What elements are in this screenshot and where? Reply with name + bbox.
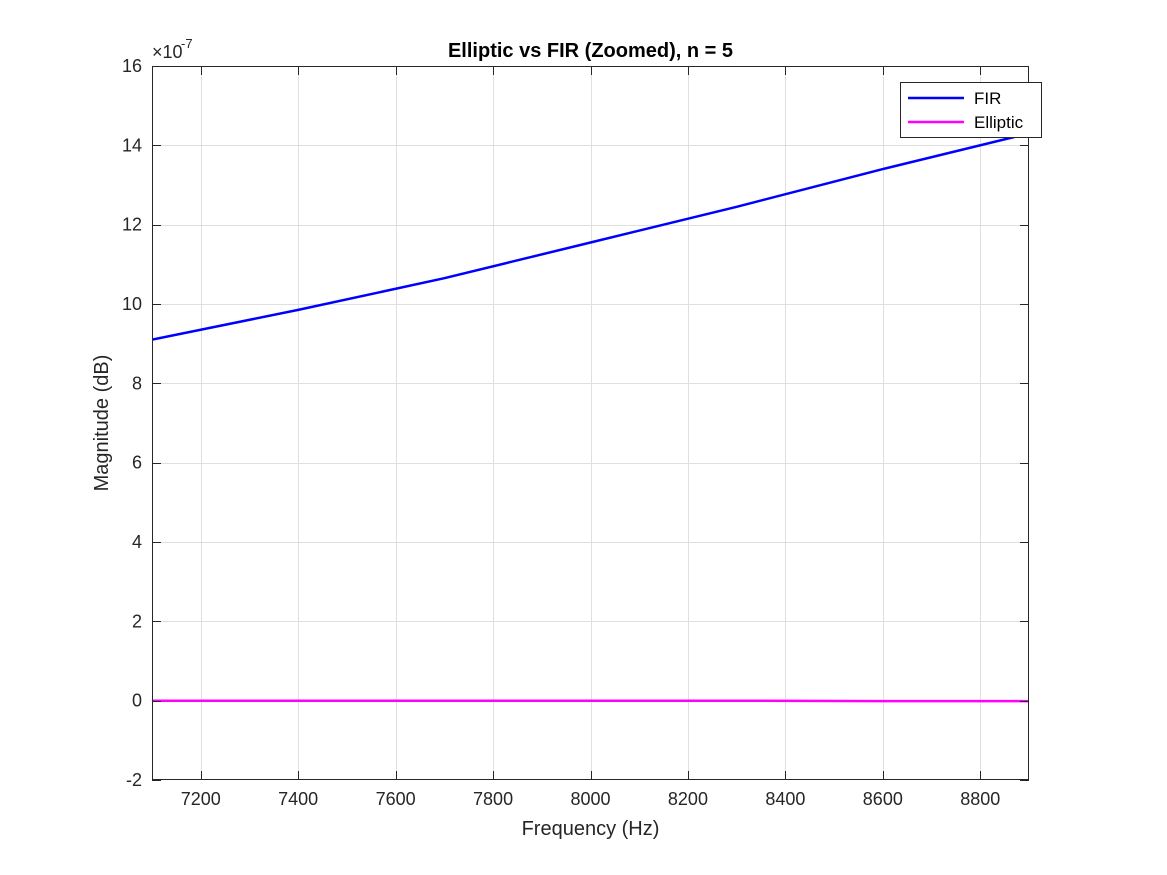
x-tick-label: 7800: [473, 789, 513, 809]
x-tick-label: 7600: [376, 789, 416, 809]
legend: FIR Elliptic: [900, 82, 1042, 138]
x-tick-label: 8600: [863, 789, 903, 809]
y-tick-label: 8: [132, 373, 142, 393]
y-tick-label: 10: [122, 294, 142, 314]
plot-area: [152, 66, 1029, 780]
legend-label-elliptic: Elliptic: [974, 113, 1024, 132]
series-layer: [152, 132, 1029, 703]
y-exponent-base: ×10: [152, 42, 183, 62]
x-tick-label: 8200: [668, 789, 708, 809]
x-tick-label: 8000: [570, 789, 610, 809]
y-tick-labels: -2 0 2 4 6 8 10 12 14 16: [122, 56, 142, 790]
y-tick-label: 6: [132, 453, 142, 473]
y-tick-label: 0: [132, 691, 142, 711]
legend-label-fir: FIR: [974, 89, 1001, 108]
x-tick-labels: 7200 7400 7600 7800 8000 8200 8400 8600 8800: [181, 789, 1001, 809]
ticks: [152, 66, 1029, 781]
axes-box: [152, 66, 1029, 780]
y-tick-label: 4: [132, 532, 142, 552]
legend-box: [900, 82, 1042, 138]
x-tick-label: 8400: [765, 789, 805, 809]
chart-title: Elliptic vs FIR (Zoomed), n = 5: [448, 40, 733, 62]
y-tick-label: 12: [122, 215, 142, 235]
y-tick-label: 14: [122, 135, 142, 155]
x-tick-label: 7400: [278, 789, 318, 809]
y-exponent-power: -7: [181, 36, 193, 51]
x-axis-label: Frequency (Hz): [522, 818, 660, 840]
x-tick-label: 7200: [181, 789, 221, 809]
y-tick-label: 2: [132, 611, 142, 631]
x-tick-label: 8800: [960, 789, 1000, 809]
series-line-fir: [152, 132, 1029, 341]
y-axis-label: Magnitude (dB): [91, 355, 113, 492]
y-tick-label: -2: [126, 770, 142, 790]
y-tick-label: 16: [122, 56, 142, 76]
